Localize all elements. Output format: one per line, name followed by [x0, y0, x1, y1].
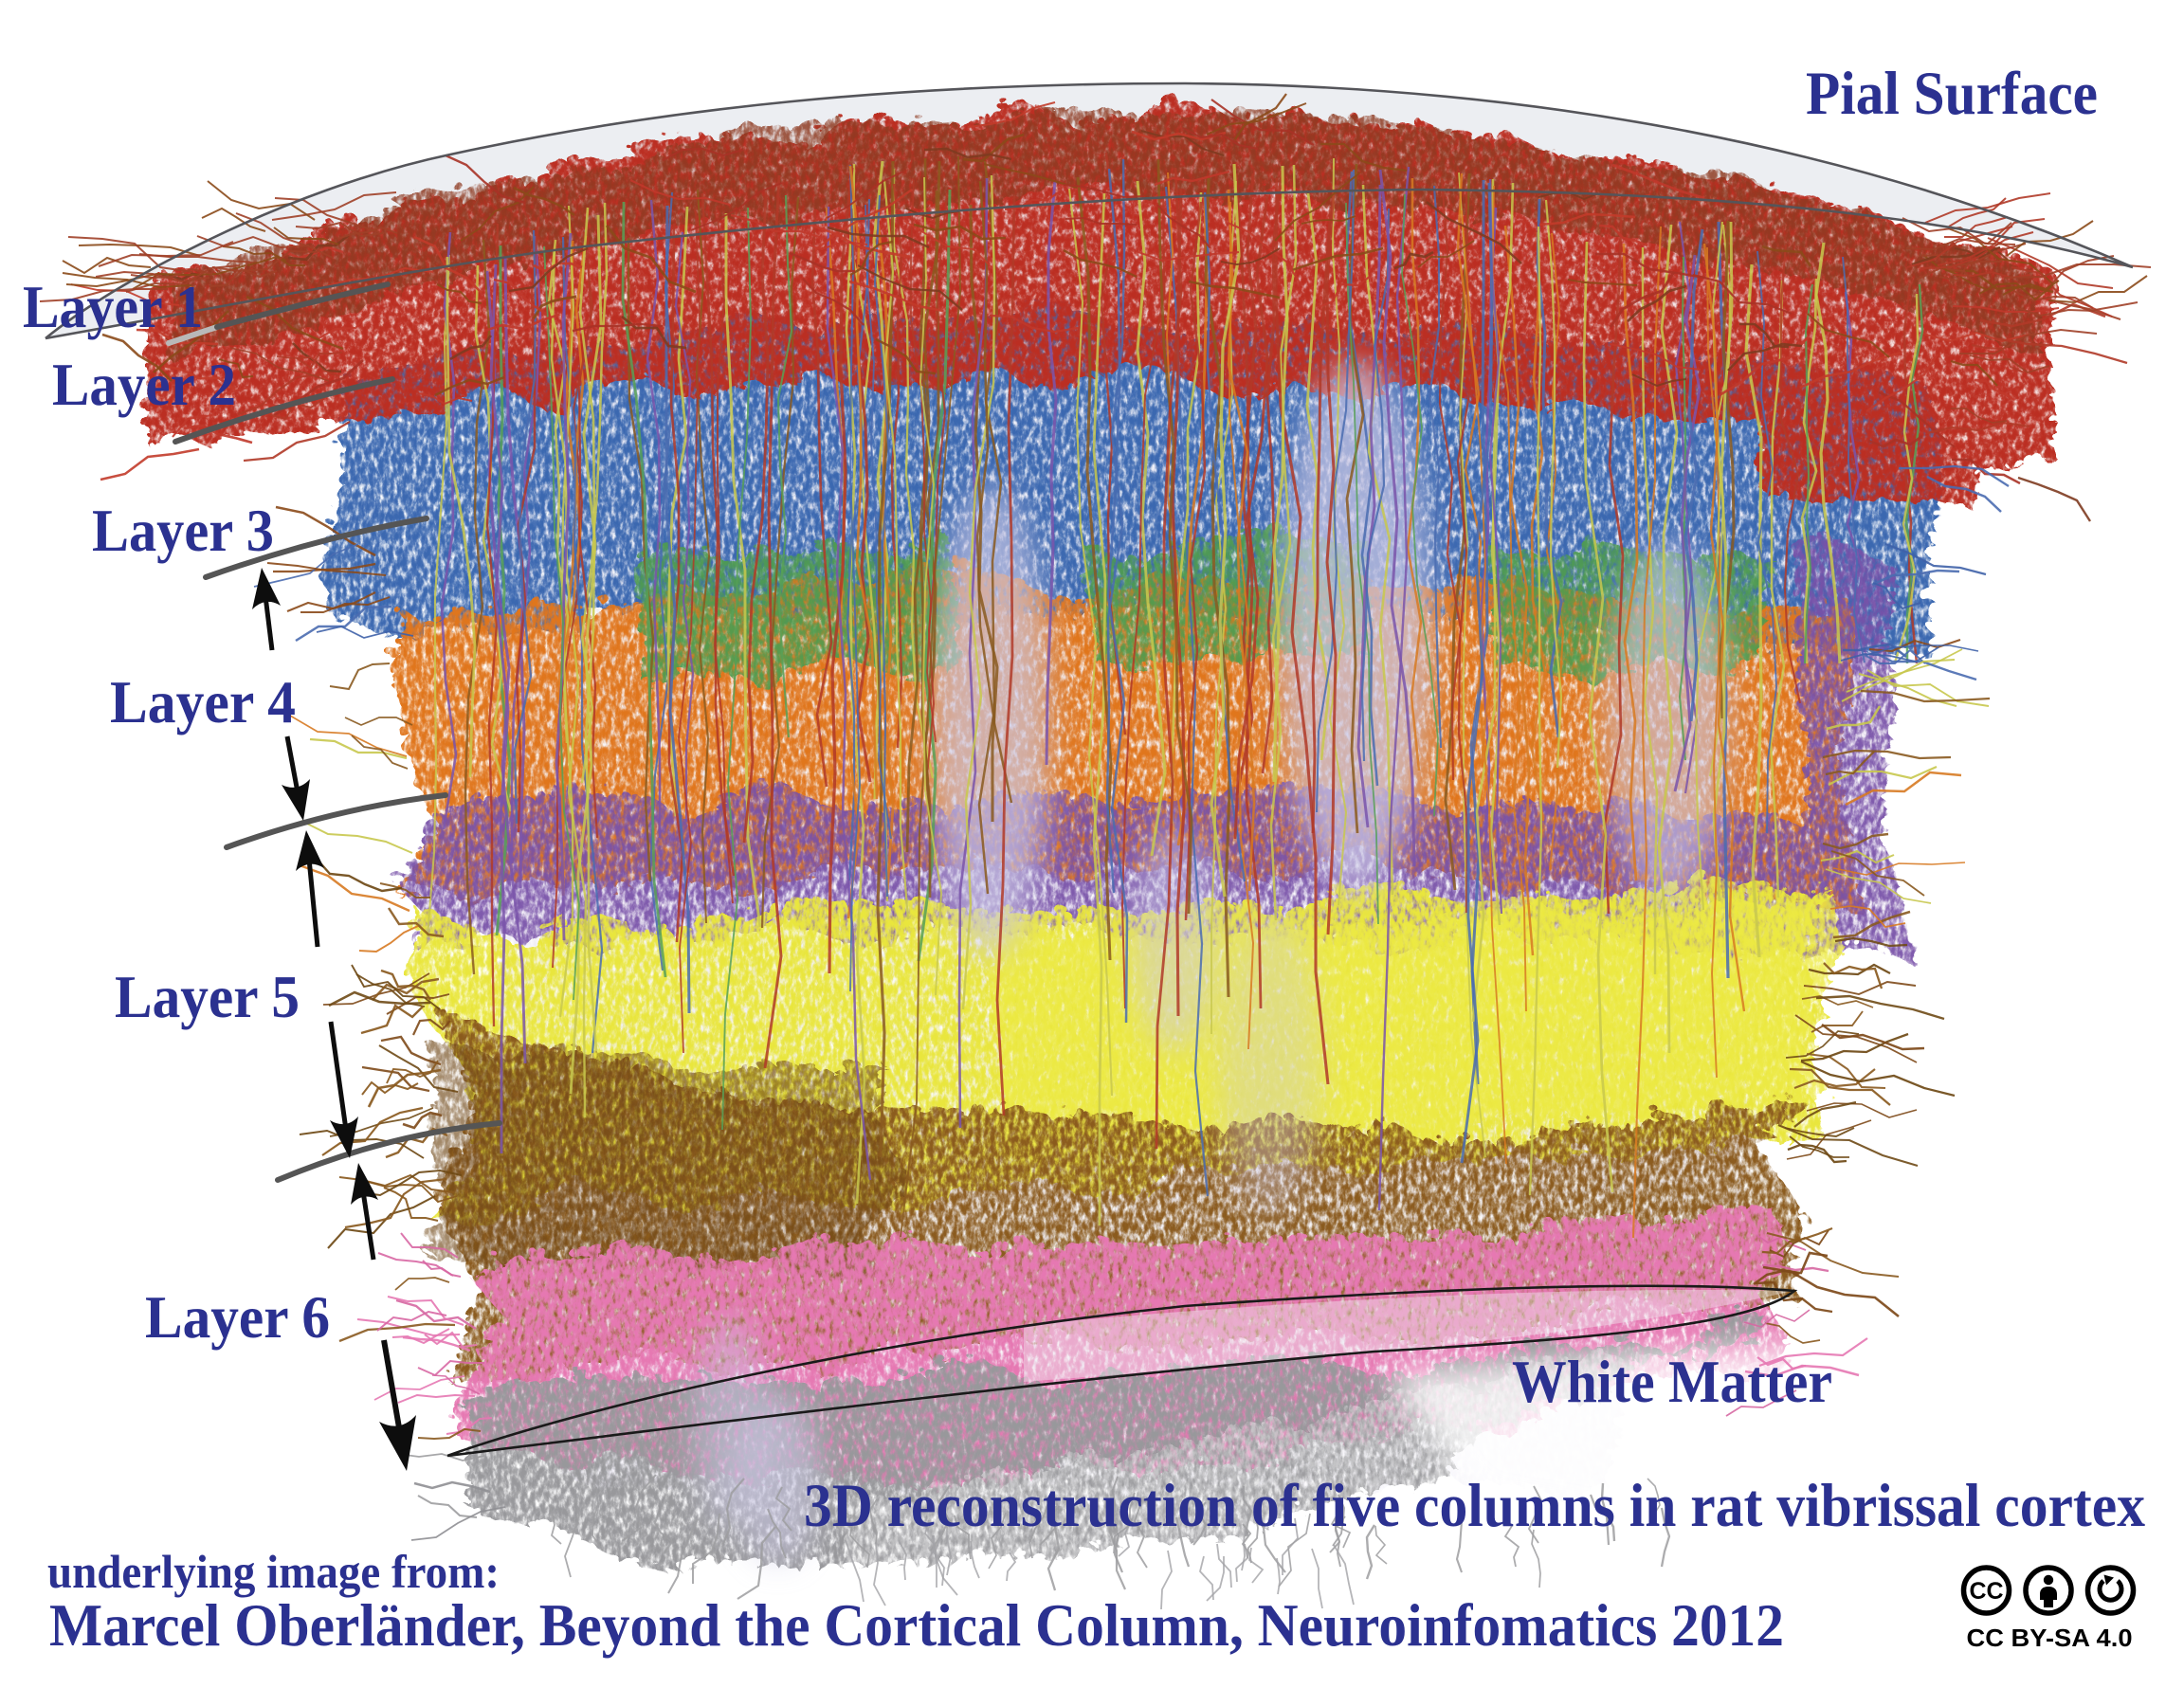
svg-text:3D reconstruction of five colu: 3D reconstruction of five columns in rat…	[804, 1472, 2145, 1540]
svg-text:CC: CC	[1969, 1578, 2003, 1605]
svg-text:White Matter: White Matter	[1512, 1348, 1832, 1415]
svg-text:Layer 1: Layer 1	[23, 273, 203, 340]
svg-text:underlying image from:: underlying image from:	[47, 1545, 500, 1598]
svg-text:Marcel Oberländer, Beyond the: Marcel Oberländer, Beyond the Cortical C…	[49, 1591, 1784, 1659]
svg-text:Layer 3: Layer 3	[92, 497, 274, 564]
svg-text:CC BY-SA 4.0: CC BY-SA 4.0	[1967, 1624, 2133, 1652]
svg-text:Layer 2: Layer 2	[52, 351, 236, 418]
svg-text:Layer 6: Layer 6	[145, 1283, 330, 1351]
svg-text:Layer 5: Layer 5	[115, 963, 300, 1030]
svg-text:Pial Surface: Pial Surface	[1806, 60, 2098, 128]
svg-text:Layer 4: Layer 4	[110, 668, 296, 735]
